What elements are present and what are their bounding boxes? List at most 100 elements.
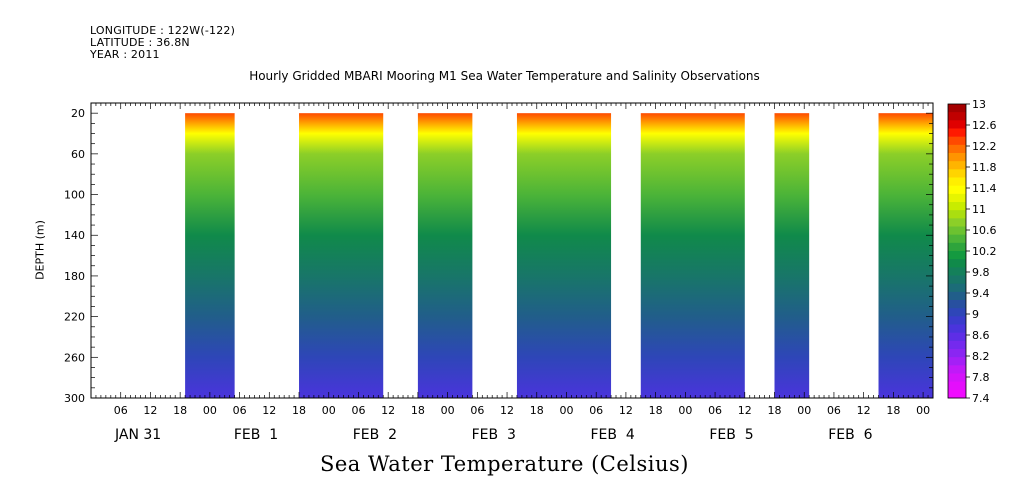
colorbar-swatch xyxy=(948,349,966,358)
colorbar-swatch xyxy=(948,112,966,121)
colorbar-swatch xyxy=(948,226,966,236)
colorbar-label: 10.2 xyxy=(972,245,997,258)
colorbar-swatch xyxy=(948,161,966,170)
x-hour-tick-label: 06 xyxy=(351,404,365,417)
colorbar-swatch xyxy=(948,365,966,374)
colorbar-swatch xyxy=(948,177,966,187)
x-hour-tick-label: 12 xyxy=(381,404,395,417)
chart-title: Hourly Gridded MBARI Mooring M1 Sea Wate… xyxy=(249,69,760,83)
colorbar-swatch xyxy=(948,251,966,260)
colorbar-swatch xyxy=(948,144,966,154)
x-hour-tick-label: 18 xyxy=(886,404,900,417)
x-day-label: JAN 31 xyxy=(114,427,161,443)
x-hour-tick-label: 00 xyxy=(797,404,811,417)
colorbar-swatch xyxy=(948,373,966,383)
x-hour-tick-label: 12 xyxy=(738,404,752,417)
colorbar-swatch xyxy=(948,316,966,325)
colorbar-swatch xyxy=(948,340,966,350)
y-tick-label: 260 xyxy=(64,351,85,364)
x-hour-tick-label: 06 xyxy=(470,404,484,417)
colorbar-title: Sea Water Temperature (Celsius) xyxy=(319,452,689,476)
colorbar-swatch xyxy=(948,202,966,211)
colorbar-swatch xyxy=(948,389,966,399)
colorbar-swatch xyxy=(948,193,966,203)
colorbar-swatch xyxy=(948,153,966,162)
colorbar: 13 12.6 12.2 11.8 11.4 11 10.6 10.2 9.8 9.4 9 8.6 8.… xyxy=(947,98,997,405)
x-hour-tick-label: 12 xyxy=(857,404,871,417)
x-hour-tick-label: 18 xyxy=(292,404,306,417)
y-tick-label: 20 xyxy=(71,107,85,120)
plot-axes: 06 12 18 00 06 12 18 00 06 12 18 00 06 12 18 00 06 12 18 00… xyxy=(64,102,934,443)
data-segment xyxy=(185,113,235,398)
x-hour-tick-label: 12 xyxy=(619,404,633,417)
colorbar-label: 12.6 xyxy=(972,119,997,132)
x-hour-tick-label: 18 xyxy=(173,404,187,417)
colorbar-swatch xyxy=(948,136,966,146)
colorbar-swatch xyxy=(948,275,966,285)
y-tick-label: 180 xyxy=(64,270,85,283)
colorbar-swatch xyxy=(948,242,966,252)
colorbar-swatch xyxy=(948,185,966,195)
x-hour-tick-label: 12 xyxy=(500,404,514,417)
x-hour-tick-label: 06 xyxy=(708,404,722,417)
colorbar-swatch xyxy=(948,267,966,276)
colorbar-swatch xyxy=(948,169,966,178)
y-tick-label: 220 xyxy=(64,311,85,324)
colorbar-swatch xyxy=(948,308,966,317)
x-hour-tick-label: 00 xyxy=(916,404,930,417)
data-segment xyxy=(878,113,933,398)
colorbar-swatch xyxy=(948,283,966,293)
x-hour-tick-label: 06 xyxy=(827,404,841,417)
x-hour-tick-label: 06 xyxy=(114,404,128,417)
x-hour-tick-label: 12 xyxy=(262,404,276,417)
x-hour-tick-label: 12 xyxy=(143,404,157,417)
y-tick-label: 300 xyxy=(64,392,85,405)
x-hour-tick-label: 00 xyxy=(559,404,573,417)
x-hour-tick-label: 00 xyxy=(203,404,217,417)
x-hour-tick-label: 18 xyxy=(530,404,544,417)
x-hour-tick-label: 06 xyxy=(589,404,603,417)
colorbar-label: 12.2 xyxy=(972,140,997,153)
data-segment xyxy=(417,113,473,398)
colorbar-label: 13 xyxy=(972,98,986,111)
colorbar-label: 7.4 xyxy=(972,392,990,405)
colorbar-swatch xyxy=(948,300,966,309)
x-hour-tick-label: 00 xyxy=(678,404,692,417)
y-tick-label: 60 xyxy=(71,148,85,161)
colorbar-swatch xyxy=(948,332,966,342)
colorbar-label: 11 xyxy=(972,203,986,216)
colorbar-swatch xyxy=(948,291,966,301)
colorbar-swatch xyxy=(948,104,966,113)
x-day-label: FEB 1 xyxy=(234,427,278,443)
x-hour-tick-label: 18 xyxy=(768,404,782,417)
colorbar-label: 10.6 xyxy=(972,224,997,237)
colorbar-label: 8.2 xyxy=(972,350,990,363)
colorbar-swatch xyxy=(948,357,966,366)
plot-area xyxy=(185,113,933,398)
year-label: YEAR : 2011 xyxy=(90,48,160,61)
x-day-label: FEB 3 xyxy=(472,427,516,443)
x-hour-tick-label: 18 xyxy=(411,404,425,417)
x-day-label: FEB 2 xyxy=(353,427,397,443)
colorbar-swatch xyxy=(948,259,966,268)
colorbar-swatch xyxy=(948,381,966,391)
colorbar-label: 11.4 xyxy=(972,182,997,195)
colorbar-label: 7.8 xyxy=(972,371,990,384)
colorbar-swatch xyxy=(948,210,966,219)
data-segment xyxy=(640,113,745,398)
colorbar-swatch xyxy=(948,128,966,138)
colorbar-label: 8.6 xyxy=(972,329,990,342)
x-day-label: FEB 6 xyxy=(828,427,872,443)
x-hour-tick-label: 00 xyxy=(441,404,455,417)
latitude-label: LATITUDE : 36.8N xyxy=(90,36,190,49)
data-segment xyxy=(516,113,612,398)
x-hour-tick-label: 00 xyxy=(322,404,336,417)
y-tick-label: 100 xyxy=(64,189,85,202)
colorbar-swatch xyxy=(948,234,966,244)
colorbar-swatch xyxy=(948,120,966,129)
x-day-label: FEB 4 xyxy=(590,427,634,443)
x-day-label: FEB 5 xyxy=(709,427,753,443)
colorbar-label: 11.8 xyxy=(972,161,997,174)
colorbar-swatch xyxy=(948,218,966,227)
